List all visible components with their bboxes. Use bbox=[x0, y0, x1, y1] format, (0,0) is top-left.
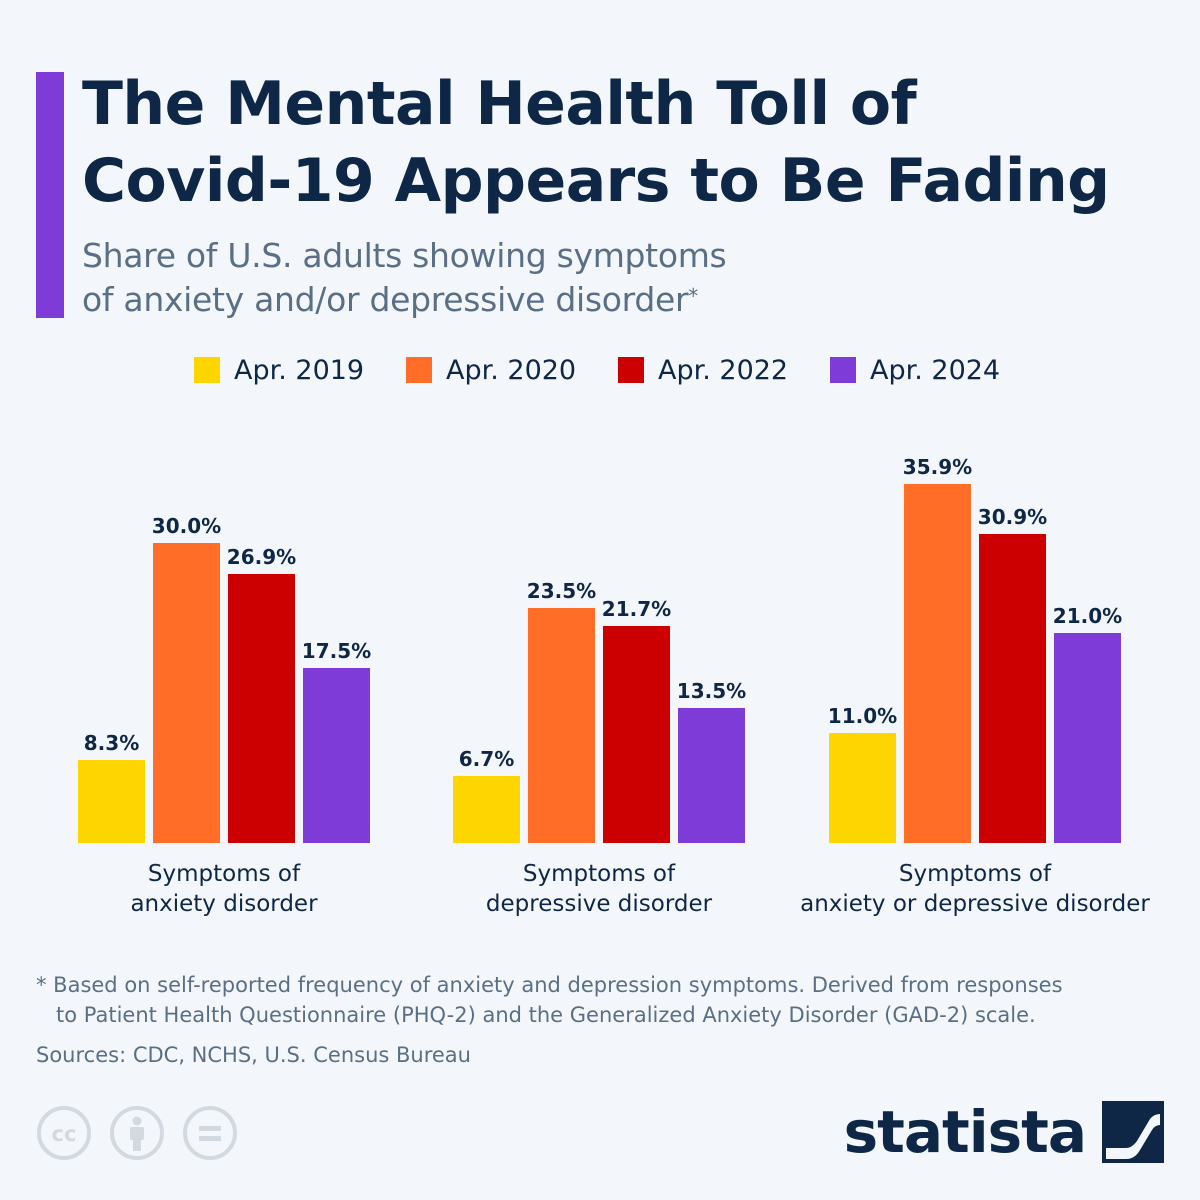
bar-chart: 8.3% 30.0%26.9% 17.5% Symptoms of anxiety di… bbox=[78, 455, 1150, 917]
legend: Apr. 2019 Apr. 2020 Apr. 2022 Apr. 2024 bbox=[0, 350, 1200, 390]
bar-group: 11.0% 35.9% 30.9% 21.0% Symptoms of anxiety o… bbox=[800, 455, 1150, 917]
brand-name: statista bbox=[843, 1098, 1087, 1166]
data-label: 13.5% bbox=[677, 679, 746, 703]
category-label: anxiety or depressive disorder bbox=[800, 891, 1150, 917]
bar bbox=[453, 776, 520, 843]
license-icons: cc bbox=[36, 1105, 255, 1165]
bar-group: 6.7% 23.5%21.7% 13.5% Symptoms of depressive… bbox=[453, 579, 746, 917]
subtitle-footnote-mark: * bbox=[688, 284, 698, 308]
bar bbox=[228, 574, 295, 843]
data-label: 6.7% bbox=[459, 747, 514, 771]
legend-label-2024: Apr. 2024 bbox=[870, 354, 1001, 386]
category-label: Symptoms of bbox=[899, 861, 1052, 887]
data-label: 21.0% bbox=[1053, 604, 1122, 628]
legend-swatch-2020 bbox=[406, 357, 432, 383]
subtitle-line-2-text: of anxiety and/or depressive disorder bbox=[82, 280, 689, 319]
bar bbox=[829, 733, 896, 843]
data-label: 30.9% bbox=[978, 505, 1047, 529]
footnote-line-1: * Based on self-reported frequency of an… bbox=[36, 973, 1063, 997]
legend-item-2020: Apr. 2020 bbox=[406, 350, 576, 390]
category-label: depressive disorder bbox=[486, 891, 713, 917]
data-label: 21.7% bbox=[602, 597, 671, 621]
legend-label-2019: Apr. 2019 bbox=[234, 354, 365, 386]
bar-group: 8.3% 30.0%26.9% 17.5% Symptoms of anxiety di… bbox=[78, 514, 371, 917]
bar bbox=[528, 608, 595, 843]
no-derivatives-icon[interactable] bbox=[182, 1105, 238, 1161]
bar bbox=[1054, 633, 1121, 843]
subtitle-line-2: of anxiety and/or depressive disorder* bbox=[82, 278, 982, 322]
svg-text:cc: cc bbox=[52, 1122, 77, 1146]
subtitle-line-1: Share of U.S. adults showing symptoms bbox=[82, 236, 727, 275]
legend-label-2022: Apr. 2022 bbox=[658, 354, 789, 386]
data-label: 26.9% bbox=[227, 545, 296, 569]
title-line-1: The Mental Health Toll of bbox=[82, 69, 917, 139]
legend-label-2020: Apr. 2020 bbox=[446, 354, 577, 386]
data-label: 35.9% bbox=[903, 455, 972, 479]
legend-swatch-2022 bbox=[618, 357, 644, 383]
attribution-icon[interactable] bbox=[109, 1105, 165, 1161]
legend-item-2019: Apr. 2019 bbox=[194, 350, 364, 390]
legend-item-2024: Apr. 2024 bbox=[830, 350, 1000, 390]
legend-swatch-2024 bbox=[830, 357, 856, 383]
page-title: The Mental Health Toll of Covid-19 Appea… bbox=[82, 66, 1182, 220]
subtitle: Share of U.S. adults showing symptoms of… bbox=[82, 234, 982, 322]
sources: Sources: CDC, NCHS, U.S. Census Bureau bbox=[36, 1043, 471, 1067]
category-label: Symptoms of bbox=[523, 861, 676, 887]
legend-item-2022: Apr. 2022 bbox=[618, 350, 788, 390]
brand[interactable]: statista bbox=[844, 1092, 1164, 1172]
category-label: Symptoms of bbox=[148, 861, 301, 887]
data-label: 17.5% bbox=[302, 639, 371, 663]
footnote: * Based on self-reported frequency of an… bbox=[36, 970, 1176, 1030]
data-label: 30.0% bbox=[152, 514, 221, 538]
bar bbox=[904, 484, 971, 843]
bar bbox=[678, 708, 745, 843]
title-line-2: Covid-19 Appears to Be Fading bbox=[82, 146, 1110, 216]
bar bbox=[78, 760, 145, 843]
bar bbox=[979, 534, 1046, 843]
legend-swatch-2019 bbox=[194, 357, 220, 383]
footnote-line-2: to Patient Health Questionnaire (PHQ-2) … bbox=[56, 1003, 1036, 1027]
data-label: 11.0% bbox=[828, 704, 897, 728]
bar bbox=[303, 668, 370, 843]
category-label: anxiety disorder bbox=[130, 891, 318, 917]
data-label: 23.5% bbox=[527, 579, 596, 603]
data-label: 8.3% bbox=[84, 731, 139, 755]
bar bbox=[603, 626, 670, 843]
cc-icon[interactable]: cc bbox=[36, 1105, 92, 1161]
accent-bar bbox=[36, 72, 64, 318]
bar bbox=[153, 543, 220, 843]
statista-logo-icon bbox=[1102, 1101, 1164, 1163]
